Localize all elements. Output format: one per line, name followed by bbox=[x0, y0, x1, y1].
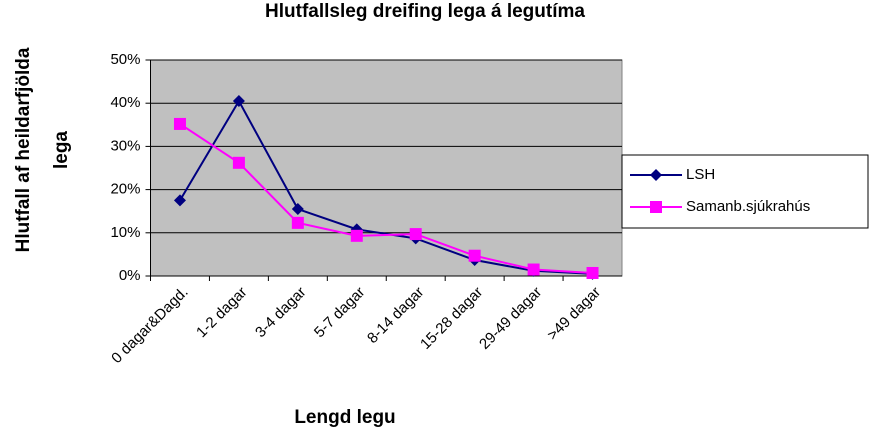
x-axis-label: Lengd legu bbox=[294, 407, 395, 428]
x-tick-label: 3-4 dagar bbox=[252, 284, 309, 341]
point bbox=[468, 249, 481, 262]
x-tick-label: 5-7 dagar bbox=[311, 284, 368, 341]
point bbox=[409, 228, 422, 241]
point bbox=[232, 156, 245, 169]
x-tick-label: 8-14 dagar bbox=[364, 284, 427, 347]
x-tick-label: 15-28 dagar bbox=[417, 284, 486, 353]
y-tick-label: 10% bbox=[110, 224, 140, 241]
y-axis-label: Hlutfall af heildarfjölda bbox=[13, 47, 34, 252]
point bbox=[173, 117, 186, 130]
plot-area bbox=[150, 59, 623, 277]
point bbox=[291, 203, 304, 216]
legend-label: LSH bbox=[686, 166, 715, 183]
y-tick-label: 40% bbox=[110, 94, 140, 111]
legend-marker bbox=[650, 169, 662, 181]
series-line bbox=[179, 123, 593, 274]
legend-box bbox=[621, 154, 869, 229]
x-tick-label: 1-2 dagar bbox=[193, 284, 250, 341]
point bbox=[586, 266, 599, 279]
point bbox=[173, 194, 186, 207]
legend-marker bbox=[650, 201, 662, 213]
point bbox=[350, 229, 363, 242]
y-tick-label: 20% bbox=[110, 181, 140, 198]
x-tick-label: >49 dagar bbox=[544, 284, 604, 344]
series-line bbox=[179, 99, 593, 275]
point bbox=[232, 95, 245, 108]
chart-title: Hlutfallsleg dreifing lega á legutíma bbox=[265, 1, 585, 22]
x-tick-label: 29-49 dagar bbox=[476, 284, 545, 353]
x-tick-label: 0 dagar&Dagd. bbox=[108, 284, 191, 367]
y-axis-label: lega bbox=[51, 131, 72, 169]
y-tick-label: 50% bbox=[110, 51, 140, 68]
y-tick-label: 30% bbox=[110, 137, 140, 154]
point bbox=[527, 263, 540, 276]
point bbox=[291, 216, 304, 229]
legend-label: Samanb.sjúkrahús bbox=[686, 198, 810, 215]
y-tick-label: 0% bbox=[119, 267, 141, 284]
